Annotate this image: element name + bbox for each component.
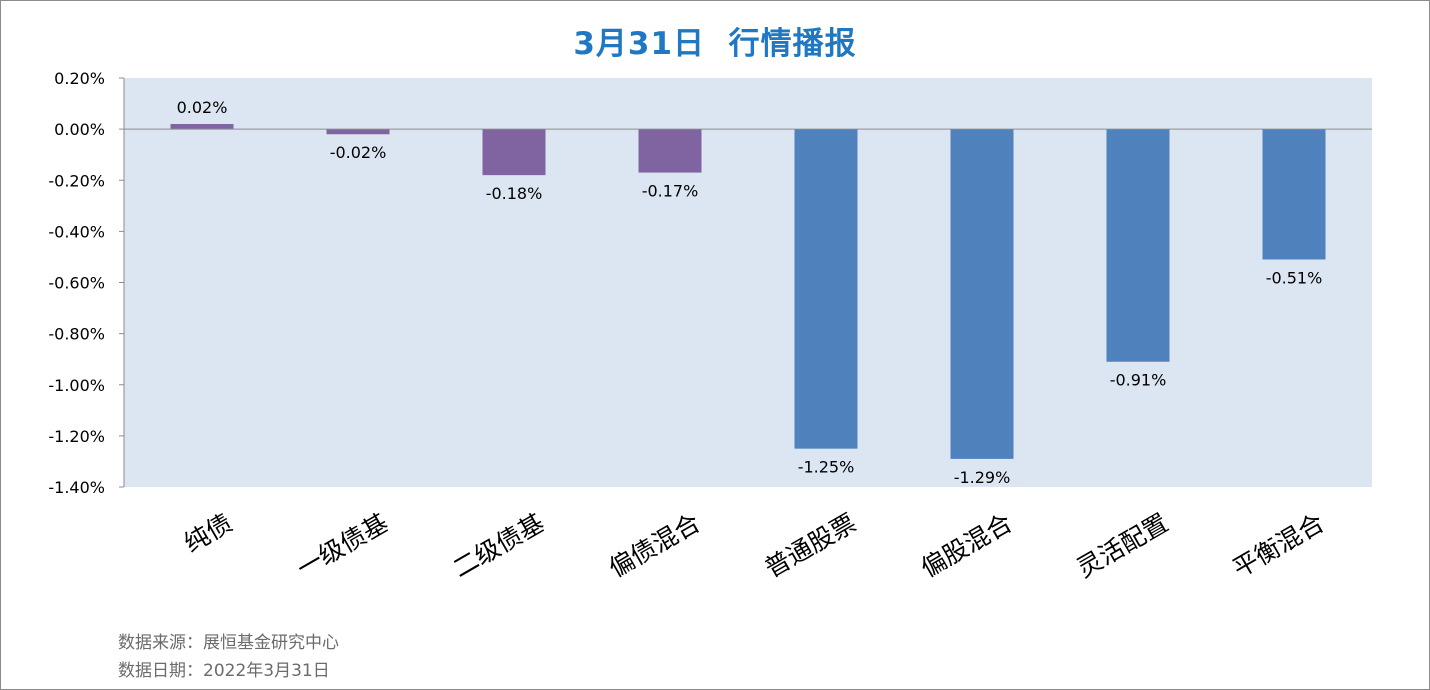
- y-tick-label: -1.40%: [48, 478, 105, 497]
- bar: [326, 129, 390, 135]
- data-date-note: 数据日期：2022年3月31日: [118, 661, 330, 681]
- category-label: 二级债基: [448, 508, 549, 583]
- data-label: 0.02%: [177, 98, 228, 117]
- y-tick-label: -0.20%: [48, 171, 105, 190]
- y-tick-label: -0.40%: [48, 222, 105, 241]
- data-label: -0.51%: [1266, 268, 1323, 287]
- y-tick-label: -1.00%: [48, 376, 105, 395]
- bar: [638, 129, 702, 173]
- bar: [170, 124, 234, 130]
- data-label: -0.91%: [1110, 371, 1167, 390]
- category-label: 偏债混合: [604, 508, 705, 583]
- data-source-note: 数据来源：展恒基金研究中心: [118, 633, 339, 653]
- data-label: -1.25%: [798, 458, 855, 477]
- category-label: 一级债基: [292, 508, 393, 583]
- data-label: -1.29%: [954, 468, 1011, 487]
- bar: [482, 129, 546, 176]
- category-label: 偏股混合: [916, 508, 1017, 583]
- plot-area: [124, 78, 1372, 487]
- data-label: -0.17%: [642, 182, 699, 201]
- category-label: 灵活配置: [1072, 508, 1173, 583]
- y-axis-ticks: 0.20% 0.00% -0.20% -0.40% -0.60% -0.80% -1.00%…: [48, 69, 124, 497]
- data-label: -0.02%: [330, 143, 387, 162]
- chart-title: 3月31日 行情播报: [573, 26, 857, 62]
- category-label: 普通股票: [760, 508, 861, 583]
- y-tick-label: -0.80%: [48, 325, 105, 344]
- data-label: -0.18%: [486, 184, 543, 203]
- category-labels: 纯债 一级债基 二级债基 偏债混合 普通股票 偏股混合 灵活配置 平衡混合: [179, 508, 1329, 583]
- y-tick-label: 0.20%: [54, 69, 105, 88]
- y-tick-label: -0.60%: [48, 274, 105, 293]
- category-label: 平衡混合: [1228, 508, 1329, 583]
- bars: [170, 124, 1326, 459]
- bar: [950, 129, 1014, 459]
- data-labels: 0.02% -0.02% -0.18% -0.17% -1.25% -1.29% -0.91…: [177, 98, 1323, 487]
- y-tick-label: -1.20%: [48, 427, 105, 446]
- bar: [1262, 129, 1326, 260]
- bar: [1106, 129, 1170, 362]
- category-label: 纯债: [179, 508, 237, 558]
- bar: [794, 129, 858, 449]
- y-tick-label: 0.00%: [54, 120, 105, 139]
